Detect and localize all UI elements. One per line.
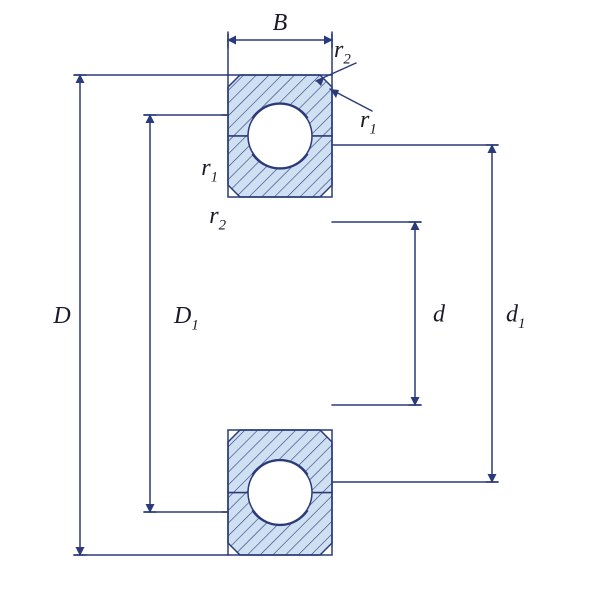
label-r1-left: r1 <box>201 155 218 186</box>
label-B: B <box>273 10 288 36</box>
label-r1-top: r1 <box>360 107 377 138</box>
label-r2-top: r2 <box>334 37 351 68</box>
label-D: D <box>52 303 70 329</box>
label-d: d <box>433 302 446 328</box>
label-r2-left: r2 <box>209 203 226 234</box>
label-d1: d1 <box>506 302 525 333</box>
label-D1: D1 <box>173 303 199 334</box>
bearing-diagram: B D D1 d d1 r2 r1 r1 r2 <box>0 0 600 600</box>
